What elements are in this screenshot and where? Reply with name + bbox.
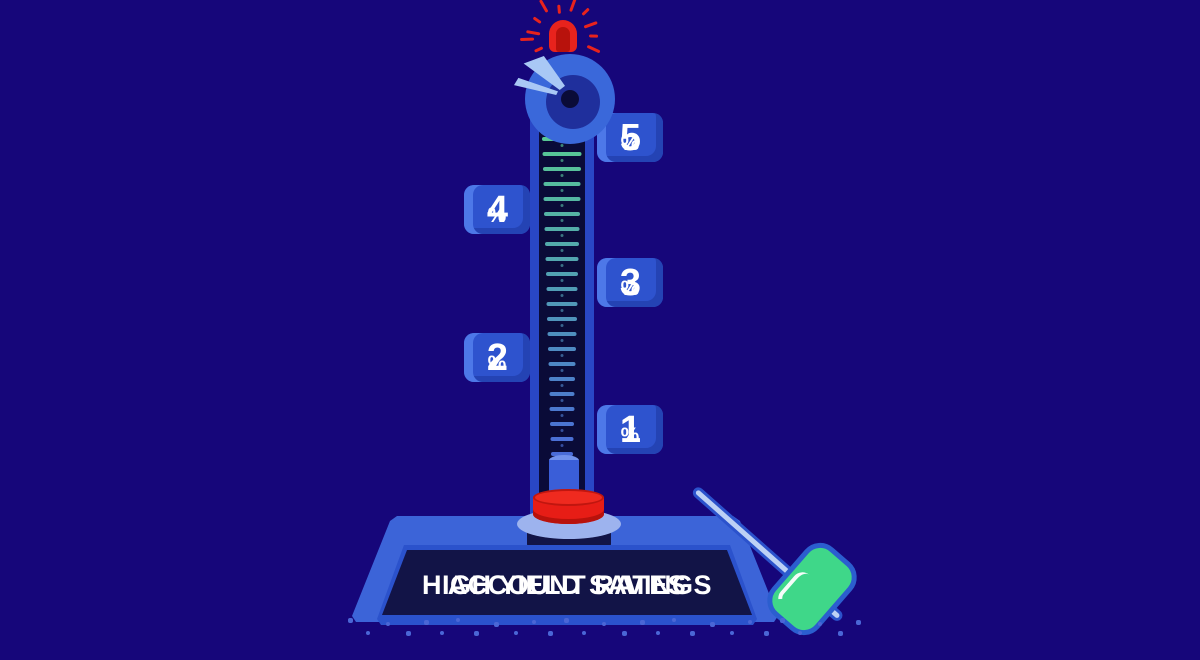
tick-mark — [543, 167, 581, 171]
ground-dot — [348, 618, 353, 623]
siren-ray — [583, 21, 598, 29]
tick-mark — [549, 392, 575, 396]
tick-mark — [547, 317, 577, 321]
ground-dot — [730, 631, 734, 635]
ground-dot — [366, 631, 370, 635]
tick-mark — [544, 212, 580, 216]
percent-sign: % — [620, 423, 640, 447]
siren-ray — [520, 37, 535, 41]
tick-dot — [560, 249, 564, 252]
tick-mark — [546, 272, 578, 276]
siren-ray — [526, 30, 541, 36]
tick-dot — [560, 264, 564, 267]
tick-mark — [550, 422, 574, 426]
percent-sign: % — [487, 351, 507, 375]
title-line-1: HIGH YIELD SAVINGS — [421, 569, 713, 600]
ground-dot — [582, 631, 586, 635]
rate-value: 4 — [486, 188, 508, 231]
siren-ray — [533, 46, 544, 53]
tick-dot — [560, 294, 564, 297]
percent-sign: % — [620, 276, 640, 300]
rate-label-2-percent: 2% — [464, 333, 530, 382]
tick-dot — [560, 339, 564, 342]
ground-dot — [690, 631, 695, 636]
siren-ray — [588, 34, 599, 38]
tick-dot — [560, 354, 564, 357]
siren-ray — [569, 0, 577, 13]
siren-ray — [586, 44, 601, 54]
rate-value: 3 — [619, 261, 641, 304]
tick-mark — [545, 242, 579, 246]
tick-mark — [550, 437, 574, 441]
tick-mark — [551, 452, 573, 456]
ground-dot — [406, 631, 411, 636]
tick-dot — [560, 324, 564, 327]
ground-dot — [838, 631, 843, 636]
tick-dot — [560, 399, 564, 402]
percent-sign: % — [487, 203, 507, 227]
tick-dot — [560, 219, 564, 222]
ground-dot — [764, 631, 769, 636]
tick-dot — [560, 384, 564, 387]
ground-dot — [622, 631, 627, 636]
mallet-shine — [773, 567, 818, 614]
bell-hub — [561, 90, 579, 108]
rate-value: 5 — [619, 116, 641, 159]
tick-scale — [539, 104, 585, 524]
tick-dot — [560, 204, 564, 207]
tick-mark — [546, 287, 578, 291]
tick-dot — [560, 309, 564, 312]
siren-ray — [581, 7, 590, 16]
rate-label-1-percent: 1% — [597, 405, 663, 454]
tick-mark — [542, 152, 582, 156]
tick-mark — [545, 257, 579, 261]
tick-mark — [543, 197, 581, 201]
tick-mark — [546, 302, 578, 306]
tick-dot — [560, 429, 564, 432]
tick-mark — [548, 347, 576, 351]
ground-dot — [474, 631, 479, 636]
siren-ray — [557, 4, 561, 14]
rate-value: 2 — [486, 336, 508, 379]
rate-label-4-percent: 4% — [464, 185, 530, 234]
siren-ray — [538, 0, 549, 13]
tick-mark — [549, 377, 575, 381]
ground-dot — [656, 631, 660, 635]
mallet-icon — [759, 534, 865, 644]
tick-dot — [560, 369, 564, 372]
tick-dot — [560, 189, 564, 192]
tick-mark — [543, 182, 581, 186]
tick-dot — [560, 159, 564, 162]
tick-dot — [560, 444, 564, 447]
base-panel: HIGH YIELD SAVINGS ACCOUNT RATES — [382, 550, 752, 615]
rate-label-3-percent: 3% — [597, 258, 663, 307]
tick-mark — [547, 332, 577, 336]
siren-ray — [532, 16, 542, 25]
tick-mark — [548, 362, 576, 366]
ground-dot — [514, 631, 518, 635]
puck-top — [533, 489, 604, 506]
tick-dot — [560, 234, 564, 237]
tick-mark — [549, 407, 575, 411]
title-line-2: ACCOUNT RATES — [447, 569, 687, 600]
siren-light-inner — [556, 27, 570, 52]
ground-dot — [856, 620, 861, 625]
ground-dot — [440, 631, 444, 635]
tick-dot — [560, 279, 564, 282]
rate-value: 1 — [619, 408, 641, 451]
tick-mark — [544, 227, 580, 231]
tick-dot — [560, 174, 564, 177]
tick-dot — [560, 414, 564, 417]
percent-sign: % — [620, 131, 640, 155]
ground-dot — [548, 631, 553, 636]
tick-dot — [560, 144, 564, 147]
